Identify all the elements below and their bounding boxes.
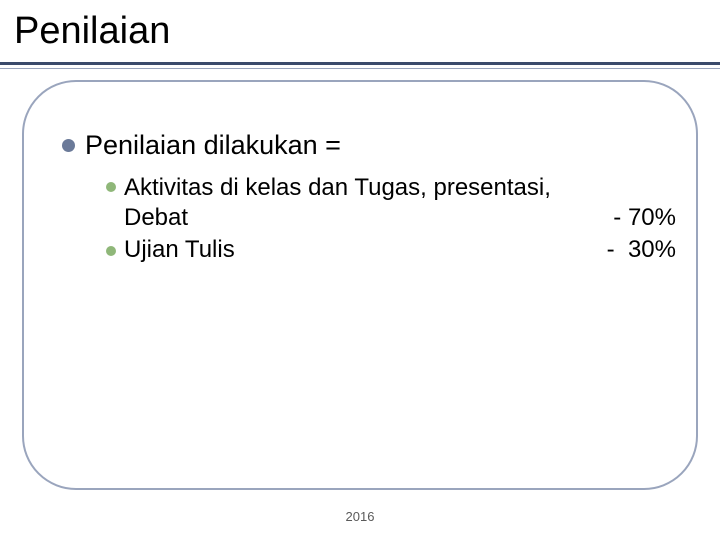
level2-item-1-label: Debat [124,204,188,232]
level2-item-1: Aktivitas di kelas dan Tugas, presentasi… [106,172,676,203]
title-underline-thick [0,62,720,65]
level1-item: Penilaian dilakukan = [62,130,341,161]
slide-title: Penilaian [14,10,170,53]
slide: Penilaian Penilaian dilakukan = Aktivita… [0,0,720,540]
bullet-level2-icon [106,246,116,256]
level2-item-1-value: - 70% [613,204,676,232]
level2-item-1-line1: Aktivitas di kelas dan Tugas, presentasi… [124,172,676,203]
level2-item-2-label: Ujian Tulis [124,236,235,264]
level2-item-2-value: - 30% [607,236,676,264]
slide-footer: 2016 [0,509,720,524]
level2-item-1-line2: Debat - 70% [124,204,676,232]
level1-text: Penilaian dilakukan = [85,130,341,161]
bullet-level2-icon [106,182,116,192]
title-underline-thin [0,68,720,69]
bullet-level1-icon [62,139,75,152]
level2-item-2: Ujian Tulis - 30% [106,236,676,264]
